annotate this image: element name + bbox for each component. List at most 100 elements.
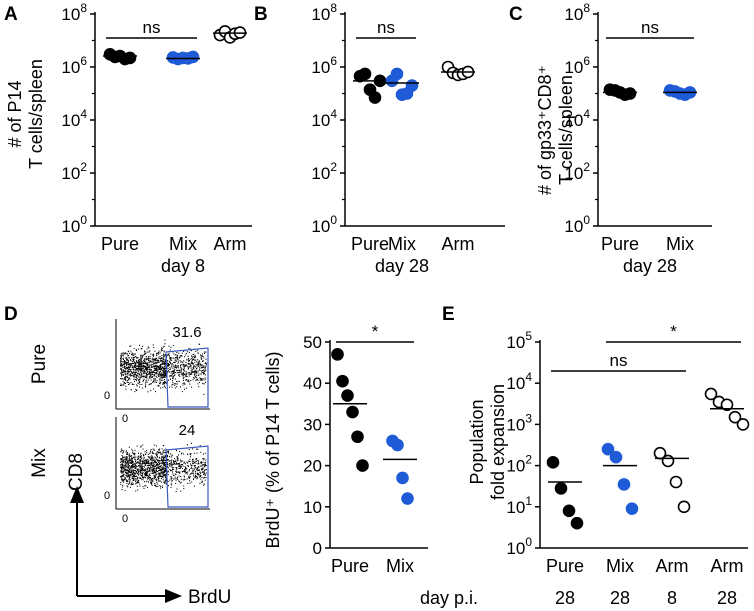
x-axis-title: day 28 bbox=[375, 256, 429, 276]
gate-percentage: 31.6 bbox=[172, 324, 201, 341]
y-tick-label: 106 bbox=[61, 54, 87, 77]
y-tick-label-exponent: 8 bbox=[583, 1, 590, 15]
panel-label-e: E bbox=[442, 304, 455, 325]
y-tick-label-base: 10 bbox=[311, 111, 330, 130]
y-tick-label: 106 bbox=[311, 54, 337, 77]
data-point-pure bbox=[351, 430, 364, 444]
y-tick-label: 108 bbox=[61, 1, 87, 24]
y-tick-label-base: 10 bbox=[311, 164, 330, 183]
y-tick-label: 103 bbox=[506, 411, 532, 434]
data-point-pure bbox=[623, 87, 637, 100]
y-tick-label: 102 bbox=[61, 160, 87, 183]
data-point-pure bbox=[368, 91, 382, 104]
data-point-pure bbox=[331, 348, 344, 361]
x-category-label: Arm bbox=[656, 556, 689, 576]
data-point-arm-28 bbox=[720, 398, 734, 412]
y-tick-label-exponent: 4 bbox=[525, 370, 532, 384]
y-tick-label-exponent: 2 bbox=[525, 453, 532, 467]
data-point-mix-28 bbox=[625, 502, 639, 515]
y-tick-label-base: 10 bbox=[506, 498, 525, 517]
x-category-label: Arm bbox=[711, 556, 744, 576]
flow-events bbox=[120, 339, 207, 395]
y-axis-label: # of P14 bbox=[5, 80, 25, 147]
y-tick-label-base: 10 bbox=[61, 164, 80, 183]
day-value: 8 bbox=[667, 588, 677, 608]
brdu-axis-label: BrdU bbox=[188, 587, 231, 608]
data-point-arm-28 bbox=[736, 418, 750, 431]
y-tick-label: 101 bbox=[506, 494, 532, 517]
x-axis-title: day 28 bbox=[623, 256, 677, 276]
y-tick-label: 104 bbox=[564, 107, 590, 130]
data-point-pure-28 bbox=[570, 516, 584, 530]
y-tick-label: 0 bbox=[313, 539, 322, 558]
y-tick-label-base: 10 bbox=[61, 5, 80, 24]
y-tick-label-base: 10 bbox=[506, 374, 525, 393]
panel-label-d: D bbox=[4, 304, 18, 325]
data-point-pure-28 bbox=[554, 482, 568, 495]
x-category-label: Mix bbox=[169, 234, 197, 254]
x-category-label: Pure bbox=[601, 234, 639, 254]
y-axis-label: BrdU⁺ (% of P14 T cells) bbox=[263, 352, 283, 549]
panel-label-b: B bbox=[254, 4, 268, 25]
y-tick-label-base: 10 bbox=[564, 58, 583, 77]
y-tick-label-exponent: 4 bbox=[583, 107, 590, 121]
data-point-mix bbox=[391, 438, 404, 452]
data-point-pure-28 bbox=[562, 504, 576, 518]
x-category-label: Pure bbox=[351, 234, 389, 254]
y-axis-label: # of gp33⁺CD8⁺ bbox=[535, 65, 555, 195]
data-point-mix bbox=[401, 492, 414, 505]
y-tick-label-exponent: 0 bbox=[330, 213, 337, 227]
flow-zero-x: 0 bbox=[122, 513, 128, 525]
y-tick-label-base: 10 bbox=[564, 111, 583, 130]
flow-row-label: Pure bbox=[29, 344, 50, 384]
data-point-mix bbox=[396, 471, 409, 485]
y-tick-label: 104 bbox=[311, 107, 337, 130]
data-point-mix-28 bbox=[617, 478, 631, 491]
data-point-mix bbox=[390, 67, 404, 81]
y-tick-label: 50 bbox=[303, 333, 322, 352]
y-tick-label: 102 bbox=[311, 160, 337, 183]
day-row-label: day p.i. bbox=[420, 588, 478, 608]
flow-plot-mix: 24 00 Mix bbox=[29, 417, 210, 525]
data-point-arm-8 bbox=[661, 454, 675, 468]
brdu-arrow-head bbox=[165, 589, 182, 603]
y-tick-label-exponent: 8 bbox=[80, 1, 87, 15]
y-tick-label: 106 bbox=[564, 54, 590, 77]
x-category-label: Arm bbox=[442, 234, 475, 254]
y-tick-label-exponent: 0 bbox=[583, 213, 590, 227]
y-tick-label: 100 bbox=[311, 213, 337, 236]
day-value: 28 bbox=[717, 588, 737, 608]
data-point-pure bbox=[358, 67, 372, 81]
y-tick-label: 104 bbox=[506, 370, 532, 393]
panel-label-a: A bbox=[4, 4, 18, 25]
data-point-arm-8 bbox=[677, 500, 691, 514]
data-point-arm-8 bbox=[669, 475, 683, 489]
flow-events bbox=[120, 442, 207, 493]
y-tick-label-exponent: 8 bbox=[330, 1, 337, 15]
significance-label: * bbox=[670, 322, 677, 341]
panel-label-c: C bbox=[509, 4, 523, 25]
y-tick-label-base: 10 bbox=[564, 5, 583, 24]
data-point-mix-28 bbox=[601, 442, 615, 456]
y-tick-label: 102 bbox=[564, 160, 590, 183]
y-tick-label-exponent: 2 bbox=[583, 160, 590, 174]
flow-gate bbox=[165, 445, 209, 508]
y-tick-label-base: 10 bbox=[506, 415, 525, 434]
y-tick-label-base: 10 bbox=[61, 111, 80, 130]
y-axis-label: fold expansion bbox=[488, 384, 508, 500]
y-tick-label-base: 10 bbox=[311, 58, 330, 77]
y-tick-label-exponent: 6 bbox=[330, 54, 337, 68]
y-tick-label-exponent: 5 bbox=[525, 329, 532, 343]
data-point-mix-28 bbox=[609, 450, 623, 464]
x-category-label: Pure bbox=[101, 234, 139, 254]
y-tick-label-exponent: 2 bbox=[80, 160, 87, 174]
flow-row-label: Mix bbox=[29, 448, 50, 478]
significance-label: ns bbox=[641, 18, 659, 37]
data-point-pure bbox=[346, 405, 359, 419]
y-tick-label-base: 10 bbox=[564, 217, 583, 236]
y-tick-label-exponent: 1 bbox=[525, 494, 532, 508]
y-tick-label: 108 bbox=[311, 1, 337, 24]
